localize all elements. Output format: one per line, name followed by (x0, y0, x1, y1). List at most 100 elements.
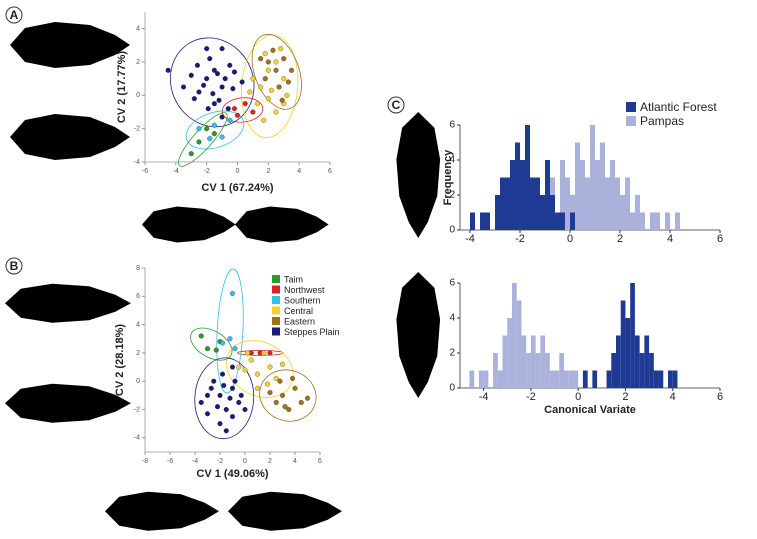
panel-label: C (392, 98, 401, 112)
histogram-bar (625, 318, 631, 388)
histogram-bar (545, 160, 550, 230)
confidence-ellipse (251, 33, 302, 110)
x-tick-label: -4 (479, 391, 489, 403)
panel-label: A (10, 8, 19, 22)
data-point (239, 79, 245, 85)
histogram-bar (611, 353, 616, 388)
data-point (188, 151, 194, 157)
data-point (188, 72, 194, 78)
histogram-bar (505, 177, 510, 230)
data-point (198, 333, 204, 339)
data-point (204, 76, 210, 82)
legend-swatch (272, 317, 280, 325)
histogram-bar (582, 370, 588, 388)
x-tick-label: -8 (142, 458, 148, 465)
confidence-ellipse (225, 340, 294, 398)
data-point (204, 346, 211, 352)
skull-outline (228, 491, 342, 531)
histogram-bar (630, 212, 635, 230)
y-tick-label: -4 (134, 435, 140, 442)
histogram-bar (575, 142, 580, 230)
histogram-bar (635, 195, 640, 230)
data-point (261, 117, 267, 123)
vertical-skulls (396, 112, 441, 398)
histogram-bar (655, 212, 660, 230)
histogram-bar (540, 195, 545, 230)
data-point (236, 399, 242, 406)
x-tick-label: 6 (717, 233, 723, 245)
data-point (279, 97, 285, 103)
confidence-ellipse (194, 357, 255, 440)
data-point (227, 62, 233, 68)
histogram-bar (507, 318, 512, 388)
histogram-bar (565, 177, 570, 230)
data-point (262, 51, 268, 57)
data-point (214, 71, 221, 77)
data-point (273, 375, 279, 381)
skull-outline (10, 22, 130, 68)
x-tick-label: 2 (266, 168, 270, 175)
data-point (211, 131, 217, 137)
confidence-ellipse (241, 34, 299, 139)
y-tick-label: 6 (136, 293, 140, 300)
x-tick-label: -4 (465, 233, 475, 245)
histogram-bar (559, 353, 564, 388)
y-tick-label: 6 (449, 278, 455, 289)
histogram-bar (665, 212, 670, 230)
data-point (273, 399, 279, 406)
legend-label: Southern (284, 295, 321, 305)
legend-swatch (626, 116, 636, 126)
panel-badge (5, 257, 23, 275)
data-point (213, 347, 219, 353)
x-tick-label: 6 (328, 168, 332, 175)
histogram-bar (500, 177, 505, 230)
y-tick-label: 0 (449, 383, 455, 394)
data-point (207, 56, 213, 62)
confidence-ellipse (259, 369, 317, 422)
x-tick-label: 6 (318, 458, 322, 465)
panel-label: B (10, 259, 19, 273)
legend-label: Northwest (284, 285, 325, 295)
histogram-bar (516, 300, 522, 388)
histogram-bar (568, 370, 574, 388)
data-point (198, 399, 204, 406)
data-point (234, 112, 241, 118)
y-tick-label: 4 (449, 155, 455, 166)
histogram-bar (580, 160, 585, 230)
histogram-bar (668, 370, 673, 388)
histogram-bar (526, 353, 531, 388)
histogram-bar (535, 353, 541, 388)
data-point (204, 126, 210, 132)
data-point (304, 395, 311, 401)
histogram-bar (550, 195, 555, 230)
data-point (219, 84, 225, 90)
histogram-bar (595, 160, 600, 230)
data-point (219, 340, 226, 346)
x-tick-label: 4 (293, 458, 297, 465)
skull-outline (5, 283, 131, 323)
data-point (227, 336, 233, 342)
histogram-bar (525, 125, 530, 230)
histogram-bar (640, 212, 645, 230)
histogram-bar (535, 177, 540, 230)
histogram-bar (606, 370, 612, 388)
histogram-bar (610, 160, 615, 230)
histogram-bar (600, 142, 605, 230)
histogram-bar (620, 195, 625, 230)
data-point (219, 134, 225, 140)
histogram-bar (483, 370, 489, 388)
legend-swatch (272, 275, 280, 283)
histogram-bar (616, 335, 621, 388)
data-point (247, 89, 253, 95)
data-point (244, 350, 251, 356)
data-point (219, 114, 225, 120)
data-point (248, 357, 254, 363)
histogram-bar (585, 177, 590, 230)
histogram-bar (554, 370, 560, 388)
histogram-bar (512, 283, 517, 388)
data-point (196, 89, 202, 95)
y-tick-label: 2 (449, 190, 455, 201)
data-point (229, 290, 236, 297)
data-point (264, 381, 271, 387)
